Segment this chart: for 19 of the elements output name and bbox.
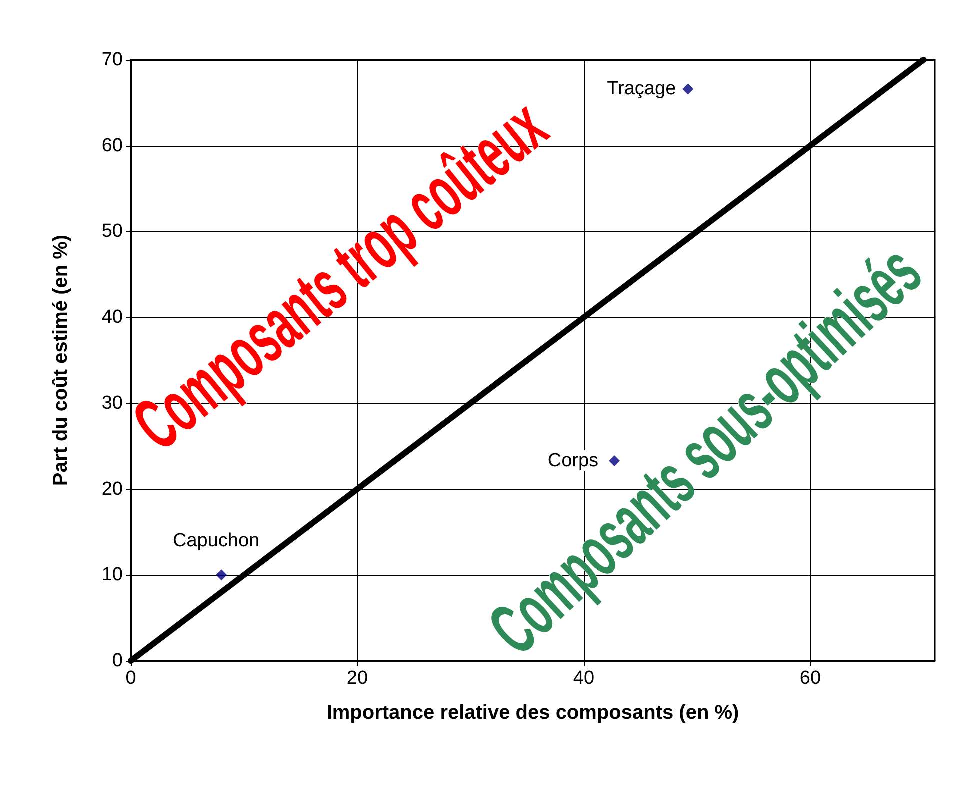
x-tick-label: 60 — [800, 668, 822, 689]
point — [682, 84, 694, 95]
x-tick-label: 0 — [126, 668, 136, 689]
y-tick-label: 20 — [102, 478, 123, 500]
y-tick-label: 60 — [102, 135, 123, 156]
y-tick-label: 30 — [102, 392, 123, 414]
y-tick-label: 50 — [102, 221, 123, 242]
point — [216, 570, 228, 581]
y-axis-title: Part du coût estimé (en %) — [50, 234, 72, 486]
x-axis-title: Importance relative des composants (en %) — [326, 702, 740, 724]
y-tick-label: 0 — [112, 650, 123, 672]
x-tick-label: 20 — [346, 668, 368, 689]
annotation: Capuchon — [172, 530, 260, 552]
y-tick-label: 70 — [102, 50, 123, 70]
y-tick-label: 40 — [102, 307, 123, 328]
point — [609, 455, 620, 466]
x-tick-label: 40 — [573, 668, 595, 689]
y-tick-label: 10 — [102, 564, 123, 586]
annotation: Traçage — [607, 78, 676, 100]
